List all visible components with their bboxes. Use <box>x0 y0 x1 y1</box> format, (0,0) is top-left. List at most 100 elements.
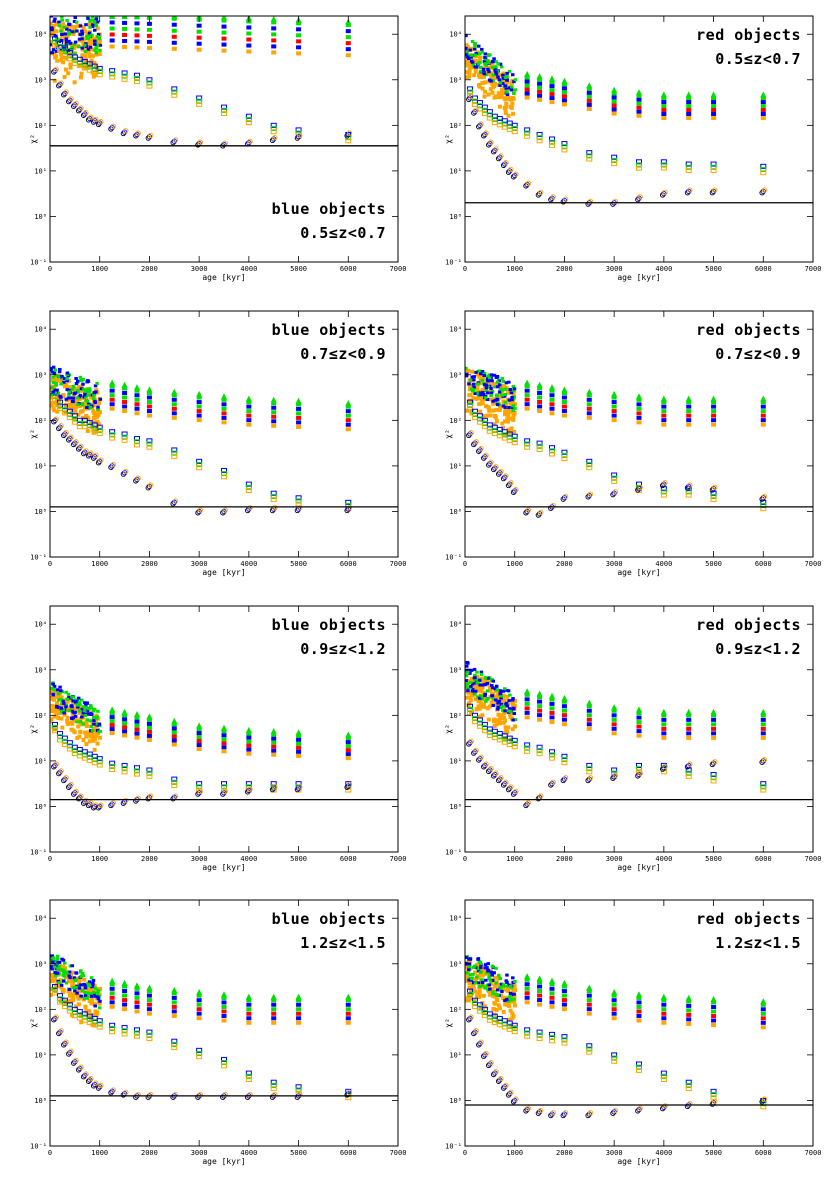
dense-mark <box>98 43 103 47</box>
axes-frame <box>464 15 814 263</box>
dense-mark <box>465 971 469 975</box>
dense-mark <box>482 374 487 378</box>
orange-mark <box>53 694 58 699</box>
dense-mark <box>505 973 509 977</box>
orange-mark <box>72 409 77 414</box>
orange-mark <box>72 706 77 711</box>
dense-mark <box>488 979 493 983</box>
column-mark <box>271 44 277 49</box>
dense-mark <box>64 690 68 694</box>
orange-mark <box>67 385 72 390</box>
orange-mark <box>482 1004 487 1009</box>
mid-track-mark <box>636 1061 642 1067</box>
mid-track-mark <box>524 1030 531 1036</box>
y-axis-label: χ² <box>444 429 453 439</box>
lower-track-mark <box>482 454 488 460</box>
dense-mark <box>55 37 59 41</box>
orange-mark <box>54 985 59 990</box>
column-mark <box>586 86 592 91</box>
dense-mark <box>482 393 486 397</box>
mid-track-mark <box>61 997 68 1003</box>
column-mark <box>246 31 252 36</box>
dense-mark <box>479 672 484 676</box>
orange-mark <box>89 34 94 39</box>
orange-mark <box>50 400 55 405</box>
mid-track-mark <box>121 766 128 772</box>
dense-mark <box>71 699 75 703</box>
lower-track-mark <box>483 1050 489 1057</box>
plot-area <box>50 16 353 149</box>
dense-mark <box>58 968 63 972</box>
mid-track-mark <box>121 1025 128 1031</box>
dense-mark <box>494 60 498 64</box>
y-axis-label: χ² <box>444 1018 453 1028</box>
column-mark <box>561 708 567 713</box>
lower-track-mark <box>478 1039 484 1045</box>
orange-mark <box>506 986 511 991</box>
y-tick-label: 10⁻¹ <box>30 1143 47 1151</box>
column-mark <box>661 1002 667 1007</box>
dense-mark <box>509 997 514 1001</box>
x-tick-label: 5000 <box>705 560 722 568</box>
column-mark <box>122 1007 128 1012</box>
orange-mark <box>503 110 508 115</box>
column-mark <box>196 400 202 405</box>
column-mark <box>549 991 555 996</box>
column-mark <box>196 409 202 414</box>
lower-track-mark <box>536 1109 543 1115</box>
column-mark <box>296 741 302 746</box>
orange-mark <box>480 713 485 718</box>
dense-mark <box>467 978 471 982</box>
triangle-mark <box>586 388 593 395</box>
dense-mark <box>512 80 516 84</box>
dense-mark <box>77 986 82 990</box>
dense-mark <box>79 975 83 979</box>
column-mark <box>146 409 152 414</box>
orange-mark <box>472 73 477 78</box>
dense-mark <box>471 981 476 985</box>
column-mark <box>196 1011 202 1016</box>
dense-mark <box>483 963 488 967</box>
dense-mark <box>511 384 516 388</box>
dense-mark <box>76 696 81 700</box>
dense-mark <box>80 46 84 50</box>
lower-track-mark <box>67 1049 73 1056</box>
lower-track-mark <box>97 120 103 126</box>
dense-mark <box>88 704 93 708</box>
column-mark <box>549 388 555 393</box>
mid-track-mark <box>121 769 128 775</box>
lower-track-mark <box>712 1098 718 1105</box>
orange-mark <box>492 382 497 387</box>
column-mark <box>636 101 642 106</box>
lower-track-mark <box>247 138 253 144</box>
dense-mark <box>499 702 504 706</box>
dense-mark <box>73 989 77 993</box>
triangle-mark <box>536 381 543 388</box>
lower-track-mark <box>222 1091 228 1098</box>
orange-mark <box>476 396 481 401</box>
orange-mark <box>471 396 476 401</box>
lower-track-mark <box>93 116 99 123</box>
column-mark <box>611 107 617 112</box>
column-mark <box>345 744 351 749</box>
column-mark <box>586 722 592 727</box>
lower-track-mark <box>488 139 494 145</box>
dense-mark <box>51 391 55 395</box>
dense-mark <box>469 55 473 59</box>
mid-track-mark <box>171 453 178 459</box>
mid-track-mark <box>345 138 352 144</box>
lower-track-mark <box>687 482 693 488</box>
x-tick-label: 1000 <box>91 1149 108 1157</box>
orange-mark <box>496 1003 501 1008</box>
column-mark <box>760 116 766 121</box>
orange-mark <box>470 691 475 696</box>
column-mark <box>296 753 302 758</box>
column-mark <box>296 39 302 44</box>
mid-track-mark <box>511 433 518 439</box>
dense-mark <box>67 970 72 974</box>
column-mark <box>661 1007 667 1012</box>
dense-mark <box>501 704 505 708</box>
dense-mark <box>501 73 505 77</box>
lower-track-mark <box>497 154 503 160</box>
column-mark <box>524 710 530 715</box>
